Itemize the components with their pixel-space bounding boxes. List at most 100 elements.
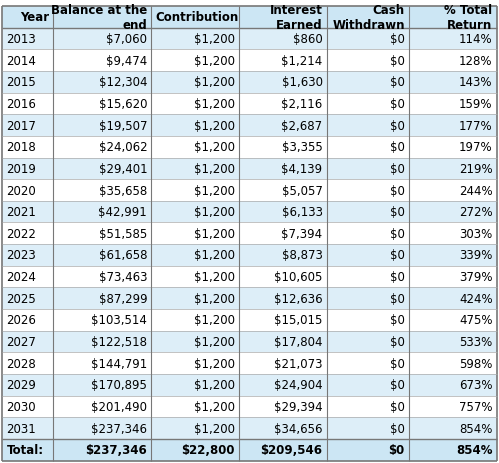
Bar (2, 418, 497, 439)
Text: Contribution: Contribution (155, 11, 239, 24)
Text: $12,304: $12,304 (99, 76, 147, 89)
Text: $1,200: $1,200 (194, 422, 235, 435)
Text: 598%: 598% (459, 357, 493, 370)
Text: $860: $860 (293, 33, 322, 46)
Text: $12,636: $12,636 (274, 292, 322, 305)
Text: $1,200: $1,200 (194, 314, 235, 327)
Bar (2, 137, 497, 158)
Text: $237,346: $237,346 (91, 422, 147, 435)
Text: 339%: 339% (459, 249, 493, 262)
Text: $2,687: $2,687 (281, 119, 322, 132)
Text: 854%: 854% (459, 422, 493, 435)
Bar (2, 7, 497, 29)
Text: 143%: 143% (459, 76, 493, 89)
Bar (2, 115, 497, 137)
Text: 2013: 2013 (6, 33, 36, 46)
Text: $0: $0 (390, 76, 405, 89)
Text: 2020: 2020 (6, 184, 36, 197)
Text: $0: $0 (390, 357, 405, 370)
Text: 2026: 2026 (6, 314, 36, 327)
Bar (2, 50, 497, 72)
Text: 757%: 757% (459, 400, 493, 413)
Text: 673%: 673% (459, 379, 493, 392)
Text: 2027: 2027 (6, 335, 36, 348)
Text: $1,200: $1,200 (194, 270, 235, 283)
Text: $0: $0 (390, 98, 405, 111)
Text: $144,791: $144,791 (91, 357, 147, 370)
Text: $237,346: $237,346 (85, 444, 147, 457)
Text: $1,200: $1,200 (194, 55, 235, 68)
Text: $1,200: $1,200 (194, 227, 235, 240)
Text: 114%: 114% (459, 33, 493, 46)
Text: $51,585: $51,585 (99, 227, 147, 240)
Text: $103,514: $103,514 (91, 314, 147, 327)
Text: 854%: 854% (456, 444, 493, 457)
Text: $0: $0 (390, 119, 405, 132)
Text: 379%: 379% (459, 270, 493, 283)
Text: $10,605: $10,605 (274, 270, 322, 283)
Text: $1,200: $1,200 (194, 33, 235, 46)
Text: $7,394: $7,394 (281, 227, 322, 240)
Bar (2, 396, 497, 418)
Text: $201,490: $201,490 (91, 400, 147, 413)
Text: $6,133: $6,133 (281, 206, 322, 219)
Text: % Total
Return: % Total Return (445, 4, 493, 32)
Text: $87,299: $87,299 (99, 292, 147, 305)
Text: $29,394: $29,394 (274, 400, 322, 413)
Text: 272%: 272% (459, 206, 493, 219)
Text: $17,804: $17,804 (274, 335, 322, 348)
Text: 2015: 2015 (6, 76, 36, 89)
Text: $0: $0 (390, 249, 405, 262)
Text: $0: $0 (390, 400, 405, 413)
Bar (2, 266, 497, 288)
Text: 2025: 2025 (6, 292, 36, 305)
Bar (2, 244, 497, 266)
Text: $0: $0 (390, 314, 405, 327)
Text: $1,200: $1,200 (194, 141, 235, 154)
Text: $7,060: $7,060 (106, 33, 147, 46)
Bar (2, 29, 497, 50)
Text: $73,463: $73,463 (99, 270, 147, 283)
Text: $1,200: $1,200 (194, 400, 235, 413)
Text: $1,200: $1,200 (194, 249, 235, 262)
Text: $1,214: $1,214 (281, 55, 322, 68)
Text: 424%: 424% (459, 292, 493, 305)
Text: $0: $0 (390, 422, 405, 435)
Text: Interest
Earned: Interest Earned (269, 4, 322, 32)
Text: $1,200: $1,200 (194, 357, 235, 370)
Text: 159%: 159% (459, 98, 493, 111)
Text: 2023: 2023 (6, 249, 36, 262)
Text: 219%: 219% (459, 163, 493, 175)
Text: 303%: 303% (459, 227, 493, 240)
Text: $15,620: $15,620 (99, 98, 147, 111)
Text: Cash
Withdrawn: Cash Withdrawn (332, 4, 405, 32)
Text: $170,895: $170,895 (91, 379, 147, 392)
Text: $122,518: $122,518 (91, 335, 147, 348)
Text: $3,355: $3,355 (282, 141, 322, 154)
Bar (2, 309, 497, 331)
Text: $1,200: $1,200 (194, 206, 235, 219)
Text: $1,200: $1,200 (194, 292, 235, 305)
Text: $5,057: $5,057 (281, 184, 322, 197)
Text: 2018: 2018 (6, 141, 36, 154)
Text: $1,200: $1,200 (194, 76, 235, 89)
Text: 244%: 244% (459, 184, 493, 197)
Text: $1,200: $1,200 (194, 119, 235, 132)
Bar (2, 288, 497, 309)
Text: 2029: 2029 (6, 379, 36, 392)
Text: $0: $0 (390, 141, 405, 154)
Text: 2014: 2014 (6, 55, 36, 68)
Text: $4,139: $4,139 (281, 163, 322, 175)
Text: $2,116: $2,116 (281, 98, 322, 111)
Text: $34,656: $34,656 (274, 422, 322, 435)
Bar (2, 94, 497, 115)
Bar (2, 374, 497, 396)
Bar (2, 180, 497, 201)
Text: 128%: 128% (459, 55, 493, 68)
Text: $1,200: $1,200 (194, 335, 235, 348)
Bar (2, 201, 497, 223)
Text: $0: $0 (390, 270, 405, 283)
Text: 2019: 2019 (6, 163, 36, 175)
Text: $0: $0 (390, 55, 405, 68)
Text: $0: $0 (390, 227, 405, 240)
